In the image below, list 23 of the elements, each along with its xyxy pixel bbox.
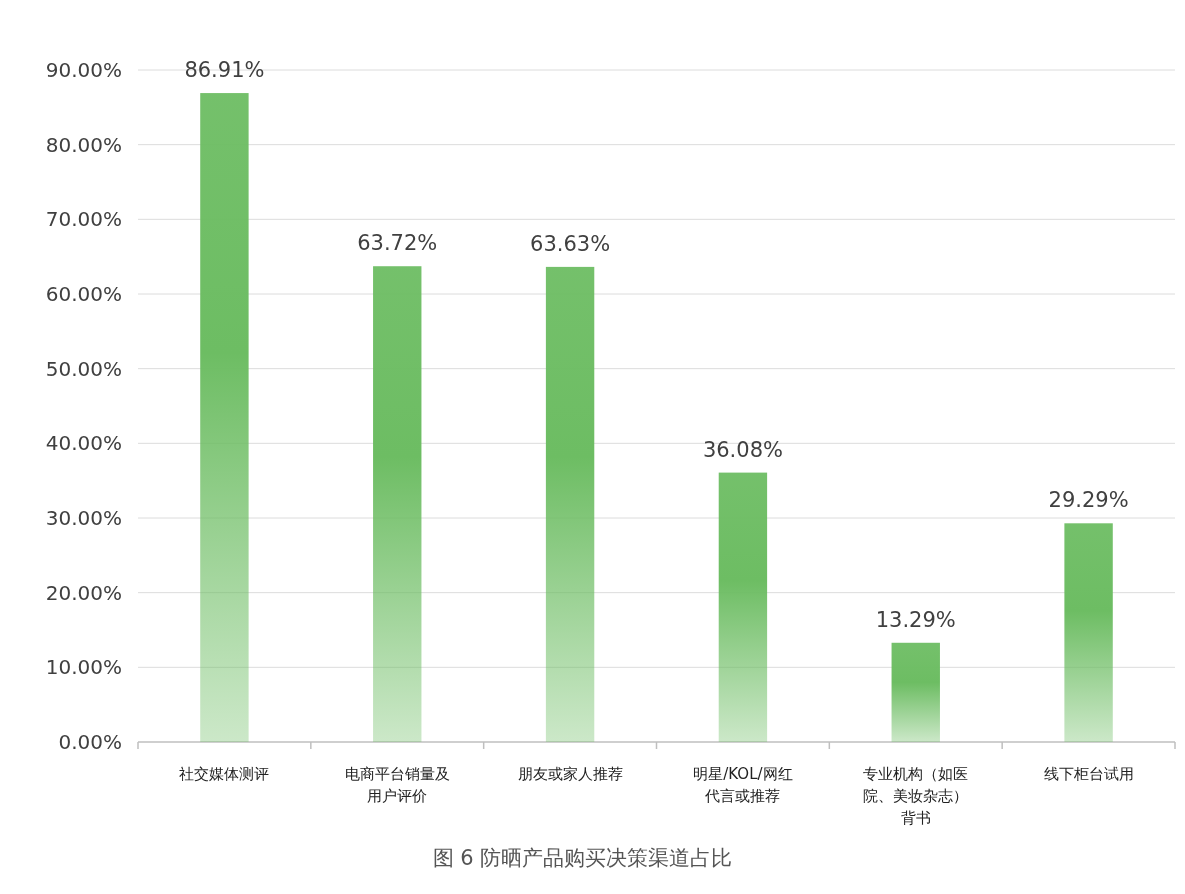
y-tick-label: 0.00% (58, 730, 122, 754)
x-tick-label: 线下柜台试用 (1043, 765, 1134, 783)
y-tick-label: 10.00% (45, 655, 122, 680)
data-label: 63.63% (530, 231, 611, 256)
x-tick-label: 专业机构（如医院、美妆杂志）背书 (863, 765, 969, 827)
y-tick-label: 50.00% (45, 356, 122, 381)
y-tick-label: 30.00% (45, 506, 122, 530)
data-label: 29.29% (1048, 488, 1129, 513)
x-tick-label: 明星/KOL/网红代言或推荐 (693, 765, 793, 805)
x-tick-label: 电商平台销量及用户评价 (344, 765, 450, 805)
data-label: 36.08% (702, 437, 783, 462)
data-label: 63.72% (357, 231, 438, 256)
y-tick-label: 70.00% (45, 207, 122, 232)
x-tick-label: 朋友或家人推荐 (517, 765, 623, 783)
y-tick-label: 20.00% (45, 580, 122, 605)
y-tick-label: 90.00% (45, 58, 122, 82)
y-tick-label: 40.00% (45, 431, 122, 456)
text: 图 6 防晒产品购买决策渠道占比 (432, 846, 733, 870)
y-tick-label: 60.00% (45, 282, 122, 306)
y-tick-label: 80.00% (45, 132, 122, 157)
data-label: 13.29% (875, 607, 956, 632)
data-label: 86.91% (184, 58, 265, 83)
x-tick-label: 社交媒体测评 (179, 765, 270, 783)
